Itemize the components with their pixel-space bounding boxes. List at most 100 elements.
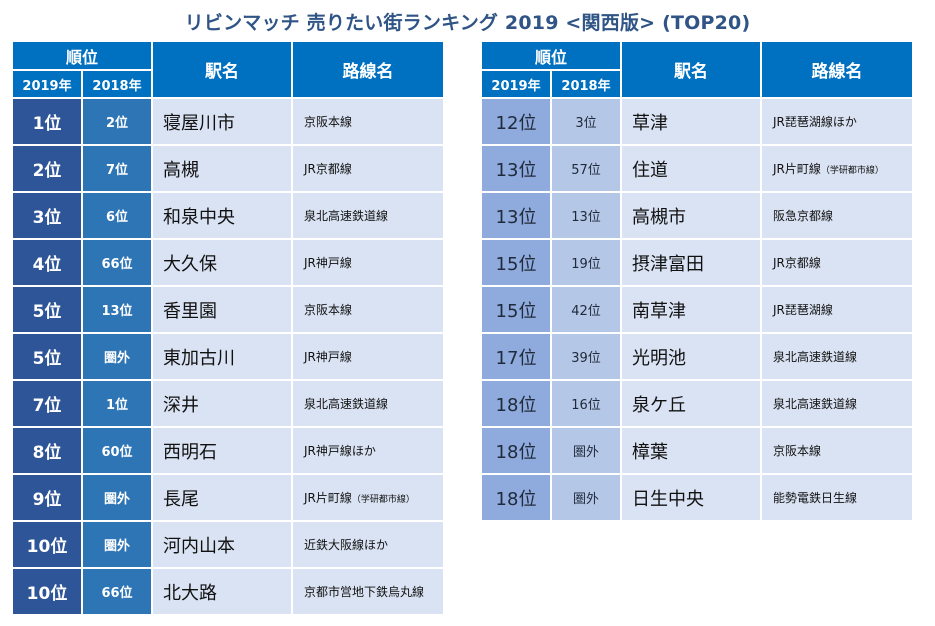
line-name-cell: 京都市営地下鉄烏丸線 bbox=[293, 569, 443, 614]
rank-2019-cell: 10位 bbox=[13, 522, 81, 567]
rank-2019-cell: 1位 bbox=[13, 99, 81, 144]
rank-2019-cell: 5位 bbox=[13, 334, 81, 379]
line-name-cell: 泉北高速鉄道線 bbox=[293, 381, 443, 426]
table-row: 1位 2位 寝屋川市 京阪本線 bbox=[13, 99, 443, 144]
rank-2018-cell: 7位 bbox=[83, 146, 151, 191]
line-name: 京阪本線 bbox=[773, 444, 822, 458]
table-row: 5位 圏外 東加古川 JR神戸線 bbox=[13, 334, 443, 379]
line-name: 泉北高速鉄道線 bbox=[304, 209, 389, 223]
line-name: 泉北高速鉄道線 bbox=[304, 397, 389, 411]
station-name-cell: 長尾 bbox=[153, 475, 291, 520]
header-2018: 2018年 bbox=[552, 71, 620, 97]
rank-2019-cell: 4位 bbox=[13, 240, 81, 285]
line-name-cell: JR琵琶湖線 bbox=[762, 287, 912, 332]
station-name-cell: 大久保 bbox=[153, 240, 291, 285]
rank-2018-cell: 圏外 bbox=[552, 475, 620, 520]
station-name-cell: 光明池 bbox=[622, 334, 760, 379]
station-name-cell: 南草津 bbox=[622, 287, 760, 332]
rank-2019-cell: 7位 bbox=[13, 381, 81, 426]
line-name: JR琵琶湖線ほか bbox=[773, 115, 857, 129]
station-name-cell: 日生中央 bbox=[622, 475, 760, 520]
rank-2018-cell: 16位 bbox=[552, 381, 620, 426]
table-body: 1位 2位 寝屋川市 京阪本線 2位 7位 高槻 JR京都線 3位 6位 和泉中央 泉北高速鉄道線 4位… bbox=[13, 99, 443, 614]
rank-2019-cell: 2位 bbox=[13, 146, 81, 191]
header-station: 駅名 bbox=[622, 42, 760, 97]
line-name-cell: 泉北高速鉄道線 bbox=[762, 381, 912, 426]
table-row: 13位 13位 高槻市 阪急京都線 bbox=[482, 193, 912, 238]
line-name-cell: JR片町線（学研都市線） bbox=[293, 475, 443, 520]
table-row: 7位 1位 深井 泉北高速鉄道線 bbox=[13, 381, 443, 426]
station-name-cell: 寝屋川市 bbox=[153, 99, 291, 144]
rank-2019-cell: 13位 bbox=[482, 193, 550, 238]
line-name: JR神戸線ほか bbox=[304, 444, 376, 458]
line-name: 泉北高速鉄道線 bbox=[773, 397, 858, 411]
table-row: 9位 圏外 長尾 JR片町線（学研都市線） bbox=[13, 475, 443, 520]
header-rank: 順位 bbox=[482, 42, 620, 69]
line-name: 泉北高速鉄道線 bbox=[773, 350, 858, 364]
line-name-cell: JR京都線 bbox=[762, 240, 912, 285]
line-name-cell: JR神戸線 bbox=[293, 334, 443, 379]
table-row: 12位 3位 草津 JR琵琶湖線ほか bbox=[482, 99, 912, 144]
table-row: 15位 19位 摂津富田 JR京都線 bbox=[482, 240, 912, 285]
line-name: JR神戸線 bbox=[304, 350, 352, 364]
header-line: 路線名 bbox=[293, 42, 443, 97]
station-name-cell: 西明石 bbox=[153, 428, 291, 473]
station-name-cell: 香里園 bbox=[153, 287, 291, 332]
table-row: 8位 60位 西明石 JR神戸線ほか bbox=[13, 428, 443, 473]
header-2018: 2018年 bbox=[83, 71, 151, 97]
rank-2019-cell: 8位 bbox=[13, 428, 81, 473]
rank-2018-cell: 1位 bbox=[83, 381, 151, 426]
rank-2018-cell: 2位 bbox=[83, 99, 151, 144]
rank-2019-cell: 10位 bbox=[13, 569, 81, 614]
line-name-cell: 京阪本線 bbox=[293, 287, 443, 332]
header-2019: 2019年 bbox=[482, 71, 550, 97]
rank-2018-cell: 圏外 bbox=[83, 334, 151, 379]
table-row: 18位 圏外 日生中央 能勢電鉄日生線 bbox=[482, 475, 912, 520]
rank-2018-cell: 57位 bbox=[552, 146, 620, 191]
station-name-cell: 泉ケ丘 bbox=[622, 381, 760, 426]
line-name-cell: 能勢電鉄日生線 bbox=[762, 475, 912, 520]
rank-2018-cell: 39位 bbox=[552, 334, 620, 379]
header-2019: 2019年 bbox=[13, 71, 81, 97]
line-name-cell: 近鉄大阪線ほか bbox=[293, 522, 443, 567]
table-row: 18位 圏外 樟葉 京阪本線 bbox=[482, 428, 912, 473]
table-row: 13位 57位 住道 JR片町線（学研都市線） bbox=[482, 146, 912, 191]
station-name-cell: 草津 bbox=[622, 99, 760, 144]
line-name-cell: 泉北高速鉄道線 bbox=[762, 334, 912, 379]
rank-2018-cell: 6位 bbox=[83, 193, 151, 238]
line-name: 能勢電鉄日生線 bbox=[773, 491, 858, 505]
line-name-cell: 京阪本線 bbox=[762, 428, 912, 473]
station-name-cell: 樟葉 bbox=[622, 428, 760, 473]
rank-2018-cell: 圏外 bbox=[552, 428, 620, 473]
line-name: JR神戸線 bbox=[304, 256, 352, 270]
line-name: JR琵琶湖線 bbox=[773, 303, 833, 317]
rank-2019-cell: 9位 bbox=[13, 475, 81, 520]
rank-2018-cell: 13位 bbox=[552, 193, 620, 238]
line-name: JR片町線 bbox=[304, 491, 352, 505]
line-name: JR京都線 bbox=[773, 256, 821, 270]
rank-2019-cell: 5位 bbox=[13, 287, 81, 332]
rank-2019-cell: 13位 bbox=[482, 146, 550, 191]
table-row: 5位 13位 香里園 京阪本線 bbox=[13, 287, 443, 332]
rank-2018-cell: 19位 bbox=[552, 240, 620, 285]
line-name: 近鉄大阪線ほか bbox=[304, 538, 389, 552]
line-name: 京阪本線 bbox=[304, 303, 353, 317]
line-name-cell: JR片町線（学研都市線） bbox=[762, 146, 912, 191]
station-name-cell: 河内山本 bbox=[153, 522, 291, 567]
station-name-cell: 摂津富田 bbox=[622, 240, 760, 285]
table-row: 2位 7位 高槻 JR京都線 bbox=[13, 146, 443, 191]
line-name-cell: JR琵琶湖線ほか bbox=[762, 99, 912, 144]
station-name-cell: 住道 bbox=[622, 146, 760, 191]
line-note: （学研都市線） bbox=[351, 495, 415, 505]
line-name: 京阪本線 bbox=[304, 115, 353, 129]
rank-2019-cell: 17位 bbox=[482, 334, 550, 379]
line-name: 京都市営地下鉄烏丸線 bbox=[304, 585, 425, 599]
table-row: 18位 16位 泉ケ丘 泉北高速鉄道線 bbox=[482, 381, 912, 426]
header-line: 路線名 bbox=[762, 42, 912, 97]
rank-2018-cell: 42位 bbox=[552, 287, 620, 332]
header-rank: 順位 bbox=[13, 42, 151, 69]
line-name-cell: 阪急京都線 bbox=[762, 193, 912, 238]
header-station: 駅名 bbox=[153, 42, 291, 97]
station-name-cell: 東加古川 bbox=[153, 334, 291, 379]
rank-2018-cell: 66位 bbox=[83, 569, 151, 614]
